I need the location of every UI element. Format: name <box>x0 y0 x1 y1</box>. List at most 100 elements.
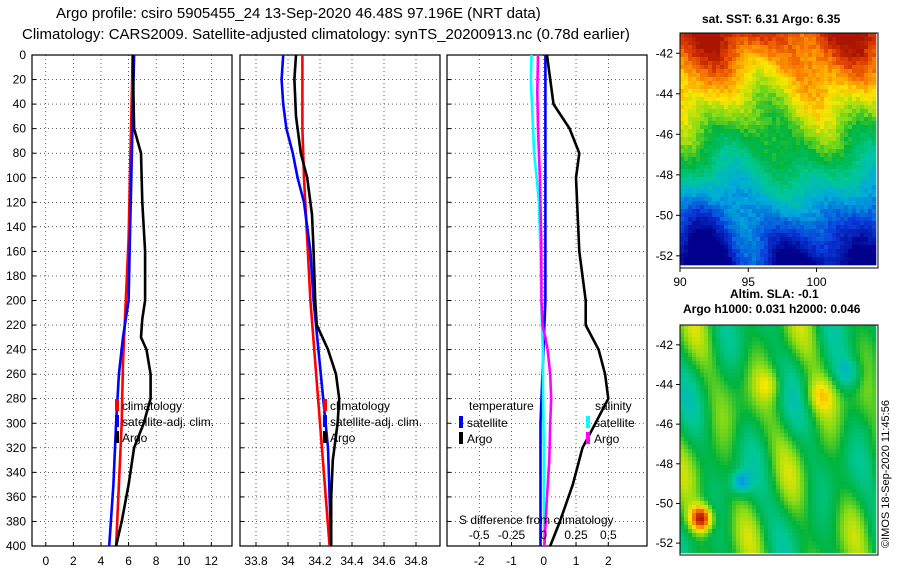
map-cell <box>688 445 693 450</box>
map-cell <box>692 225 697 230</box>
map-cell <box>808 193 813 198</box>
map-cell <box>804 141 809 146</box>
map-cell <box>780 117 785 122</box>
map-cell <box>720 413 725 418</box>
map-cell <box>804 469 809 474</box>
sla-map-title: Altim. SLA: -0.1 <box>730 287 819 301</box>
map-cell <box>792 85 797 90</box>
map-cell <box>852 341 857 346</box>
map-cell <box>868 333 873 338</box>
map-cell <box>752 377 757 382</box>
map-cell <box>872 137 877 142</box>
map-cell <box>696 205 701 210</box>
map-cell <box>868 341 873 346</box>
map-cell <box>872 329 877 334</box>
map-cell <box>796 329 801 334</box>
map-cell <box>708 393 713 398</box>
map-cell <box>696 253 701 258</box>
map-cell <box>772 357 777 362</box>
map-cell <box>716 53 721 58</box>
map-cell <box>832 421 837 426</box>
map-cell <box>772 37 777 42</box>
map-cell <box>684 409 689 414</box>
map-cell <box>724 357 729 362</box>
map-cell <box>688 349 693 354</box>
map-cell <box>860 209 865 214</box>
map-cell <box>824 221 829 226</box>
map-cell <box>708 149 713 154</box>
map-cell <box>740 113 745 118</box>
map-cell <box>788 37 793 42</box>
map-cell <box>784 153 789 158</box>
map-cell <box>740 229 745 234</box>
map-cell <box>796 433 801 438</box>
map-cell <box>700 185 705 190</box>
map-cell <box>832 157 837 162</box>
map-cell <box>748 225 753 230</box>
map-cell <box>688 413 693 418</box>
map-cell <box>852 37 857 42</box>
map-cell <box>732 109 737 114</box>
map-cell <box>868 57 873 62</box>
map-cell <box>700 397 705 402</box>
map-cell <box>680 449 685 454</box>
map-cell <box>716 165 721 170</box>
map-cell <box>684 73 689 78</box>
map-cell <box>740 449 745 454</box>
map-cell <box>856 337 861 342</box>
map-cell <box>808 33 813 38</box>
map-cell <box>732 201 737 206</box>
map-cell <box>864 153 869 158</box>
map-cell <box>716 101 721 106</box>
map-cell <box>704 333 709 338</box>
map-cell <box>720 425 725 430</box>
map-cell <box>840 429 845 434</box>
map-cell <box>808 133 813 138</box>
map-cell <box>860 349 865 354</box>
map-cell <box>728 85 733 90</box>
map-cell <box>712 449 717 454</box>
map-cell <box>688 165 693 170</box>
map-cell <box>856 121 861 126</box>
map-cell <box>680 65 685 70</box>
map-cell <box>768 209 773 214</box>
map-cell <box>752 125 757 130</box>
map-cell <box>772 469 777 474</box>
map-cell <box>752 421 757 426</box>
map-cell <box>784 261 789 266</box>
map-cell <box>692 385 697 390</box>
map-cell <box>716 217 721 222</box>
map-cell <box>704 477 709 482</box>
map-cell <box>692 213 697 218</box>
map-cell <box>812 121 817 126</box>
map-cell <box>716 337 721 342</box>
map-cell <box>836 229 841 234</box>
map-cell <box>856 177 861 182</box>
map-cell <box>824 473 829 478</box>
map-cell <box>812 153 817 158</box>
map-cell <box>772 65 777 70</box>
map-cell <box>816 41 821 46</box>
map-cell <box>780 201 785 206</box>
map-cell <box>724 325 729 330</box>
map-cell <box>832 433 837 438</box>
map-cell <box>712 421 717 426</box>
map-cell <box>688 157 693 162</box>
map-cell <box>792 41 797 46</box>
map-cell <box>692 397 697 402</box>
map-cell <box>732 453 737 458</box>
map-cell <box>704 193 709 198</box>
map-cell <box>764 237 769 242</box>
map-cell <box>844 449 849 454</box>
map-cell <box>744 33 749 38</box>
map-cell <box>744 373 749 378</box>
map-cell <box>780 153 785 158</box>
map-cell <box>756 201 761 206</box>
map-cell <box>720 257 725 262</box>
x-tick-label: 0 <box>540 554 547 568</box>
map-cell <box>796 41 801 46</box>
map-cell <box>760 205 765 210</box>
map-cell <box>772 73 777 78</box>
map-cell <box>728 201 733 206</box>
map-cell <box>752 369 757 374</box>
